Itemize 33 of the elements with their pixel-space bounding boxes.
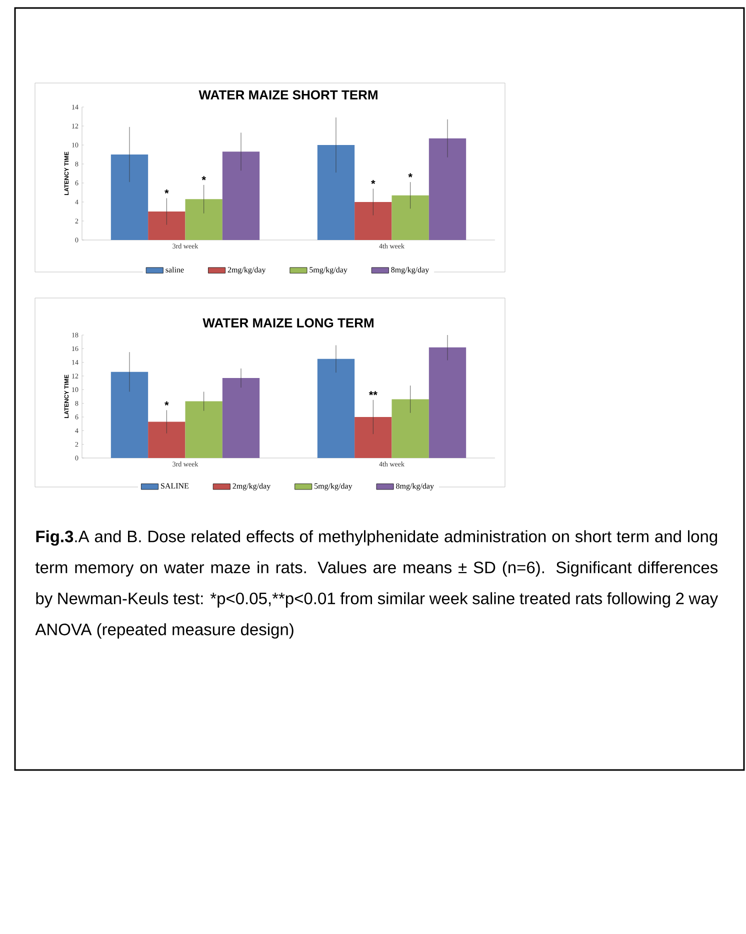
- data-label: *: [164, 189, 169, 194]
- bar: [354, 202, 392, 240]
- legend-label: 5mg/kg/day: [314, 483, 352, 490]
- bar: [317, 145, 355, 240]
- legend-label: 2mg/kg/day: [228, 266, 266, 274]
- legend-label: saline: [166, 266, 184, 272]
- bar: [354, 417, 392, 458]
- bar: [110, 372, 148, 458]
- data-label: *: [202, 176, 206, 180]
- bar: [148, 212, 186, 240]
- bar: [392, 399, 429, 458]
- bar: [148, 422, 186, 458]
- bar: [222, 152, 260, 240]
- legend-label: 8mg/kg/day: [396, 483, 434, 490]
- legend-label: 5mg/kg/day: [310, 266, 348, 274]
- bar: [317, 358, 355, 458]
- bar: [392, 195, 429, 240]
- bar: [222, 378, 260, 458]
- bar: [428, 347, 466, 458]
- legend-label: 8mg/kg/day: [391, 266, 430, 274]
- bar: [110, 154, 148, 240]
- data-label: *: [371, 180, 376, 184]
- chart-title: WATER MAIZE LONG TERM: [202, 318, 374, 328]
- bar: [185, 401, 222, 458]
- bar: [428, 138, 466, 240]
- data-label: *: [408, 173, 412, 178]
- data-label: *: [164, 401, 169, 406]
- legend-label: SALINE: [161, 483, 189, 489]
- legend-label: 2mg/kg/day: [232, 483, 271, 490]
- bar: [185, 199, 222, 240]
- data-label: **: [368, 391, 378, 396]
- text: Fig.3.A and B. Dose related effects of methylphenidate administration on short term and long term memory on water maze in rats. Values are means ± SD (n=6). Significant differences by Newman-Keuls test: *p<0.05,**p<0.01 from similar week saline treated rats following 2 way ANOVA (repeated measure design): [35, 530, 718, 639]
- chart-title: WATER MAIZE SHORT TERM: [198, 90, 378, 100]
